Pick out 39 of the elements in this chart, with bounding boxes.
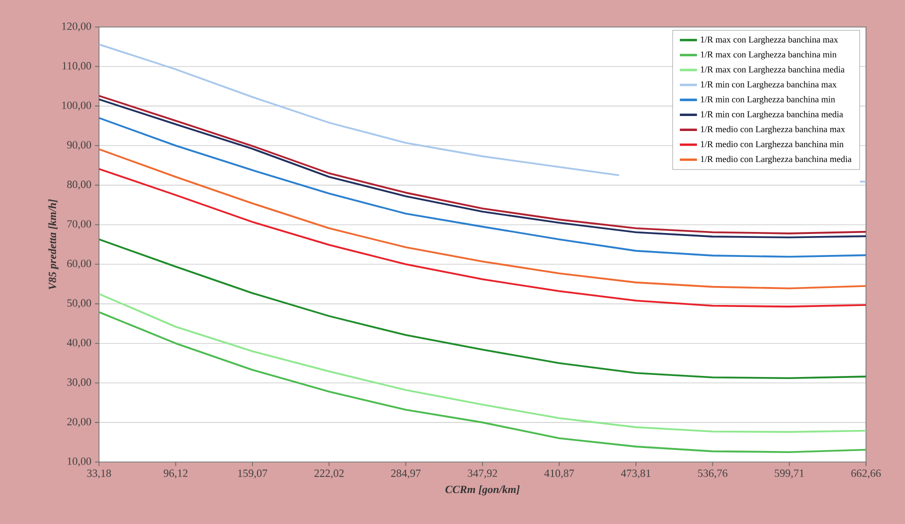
- x-tick-label: 473,81: [620, 470, 650, 479]
- y-tick-label: 10,00: [68, 457, 92, 466]
- line-series: [99, 168, 866, 308]
- legend-label: 1/R max con Larghezza banchina min: [700, 51, 837, 60]
- x-tick-label: 347,92: [468, 470, 498, 478]
- y-axis-title: V85 predetta [km/h]: [48, 199, 58, 290]
- x-tick-label: 222,02: [314, 470, 344, 479]
- y-tick-label: 20,00: [67, 418, 92, 427]
- y-tick-label: 30,00: [67, 378, 92, 388]
- x-tick-label: 410,87: [544, 470, 574, 479]
- line-series: [99, 293, 866, 433]
- x-tick-label: 96,12: [164, 470, 188, 478]
- legend-label: 1/R max con Larghezza banchina max: [700, 36, 838, 44]
- x-tick-label: 536,76: [698, 470, 728, 478]
- x-tick-label: 662,66: [851, 470, 881, 478]
- legend-label: 1/R min con Larghezza banchina max: [700, 81, 837, 90]
- y-tick-label: 100,00: [62, 102, 92, 111]
- legend-label: 1/R medio con Larghezza banchina max: [700, 126, 846, 134]
- y-tick-label: 120,00: [62, 22, 92, 32]
- line-series: [99, 148, 866, 290]
- y-tick-label: 90,00: [67, 141, 92, 150]
- legend-label: 1/R medio con Larghezza banchina min: [700, 140, 844, 150]
- x-tick-label: 159,07: [238, 470, 268, 479]
- legend-label: 1/R min con Larghezza banchina media: [700, 110, 844, 120]
- y-tick-label: 110,00: [62, 62, 92, 72]
- x-axis-title: CCRm [gon/km]: [445, 485, 520, 496]
- y-tick-label: 70,00: [67, 220, 92, 230]
- x-tick-label: 284,97: [391, 470, 421, 479]
- y-tick-label: 60,00: [67, 260, 92, 269]
- x-tick-label: 599,71: [774, 470, 804, 478]
- y-tick-label: 40,00: [66, 338, 92, 348]
- y-tick-label: 50,00: [67, 299, 92, 308]
- legend-label: 1/R max con Larghezza banchina media: [700, 66, 845, 74]
- y-tick-label: 80,00: [67, 180, 92, 190]
- x-tick-label: 33,18: [87, 470, 111, 479]
- line-series: [99, 311, 866, 453]
- line-series: [99, 238, 866, 380]
- legend-label: 1/R medio con Larghezza banchina media: [700, 156, 852, 164]
- legend-label: 1/R min con Larghezza banchina min: [700, 96, 836, 104]
